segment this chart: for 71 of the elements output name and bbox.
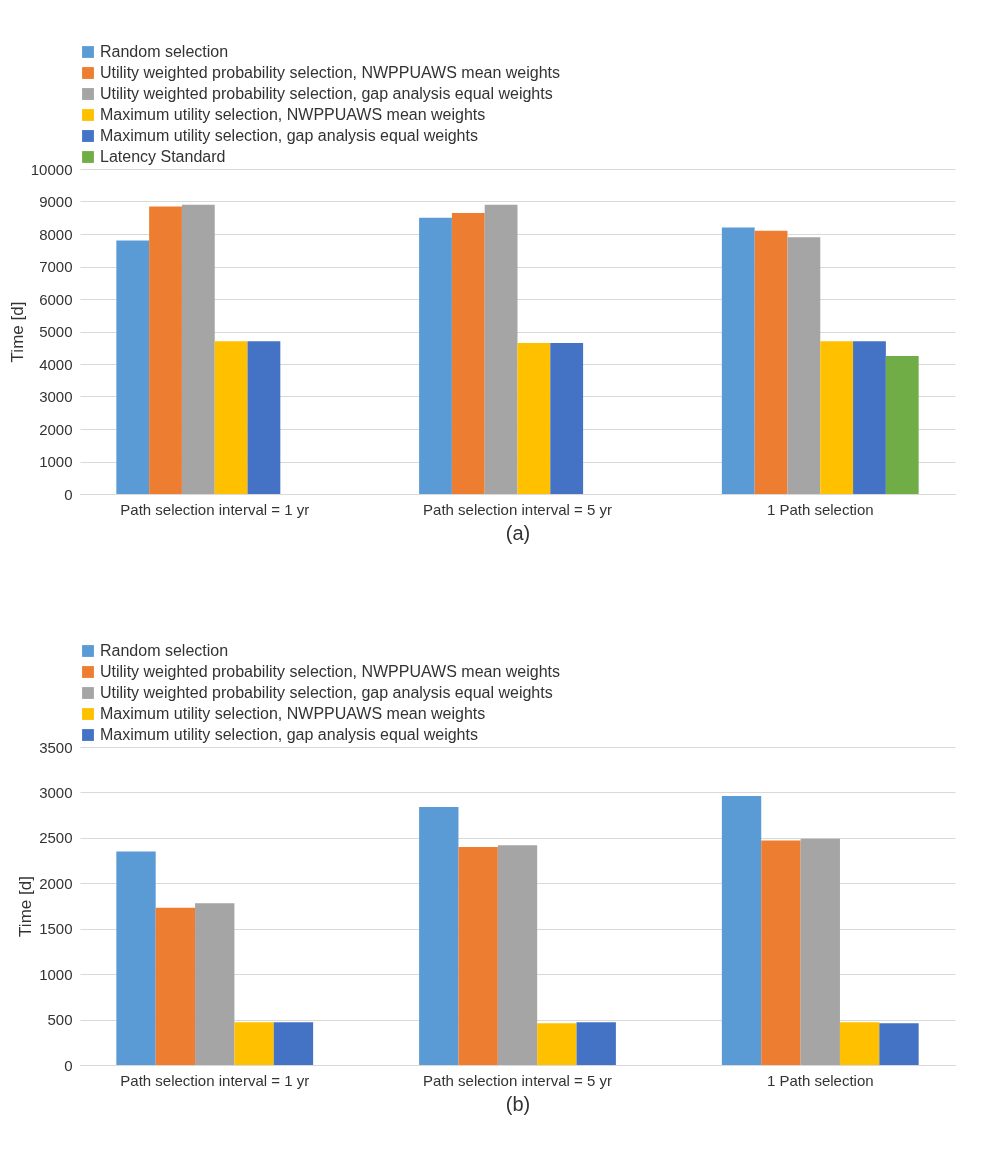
bar: [155, 907, 196, 1065]
bar: [234, 1022, 274, 1065]
y-tick-label: 3000: [39, 783, 73, 801]
bar: [787, 237, 821, 494]
y-tick-label: 1000: [39, 453, 73, 470]
bar: [853, 341, 886, 494]
bar: [754, 230, 788, 494]
bar: [451, 212, 485, 494]
bar: [800, 838, 840, 1065]
bar: [458, 846, 498, 1065]
bar: [195, 903, 235, 1065]
legend-label: Utility weighted probability selection, NWPPUAWS mean weights: [100, 663, 561, 680]
legend-label: Maximum utility selection, gap analysis equal weights: [100, 127, 478, 144]
bar: [484, 204, 518, 494]
y-tick-label: 10000: [30, 160, 73, 178]
bar: [839, 1022, 880, 1065]
bar: [497, 845, 538, 1065]
bar: [576, 1022, 616, 1065]
y-tick-label: 2500: [39, 829, 73, 847]
bar: [149, 206, 182, 494]
y-tick-label: 500: [47, 1011, 73, 1029]
legend-label: Maximum utility selection, gap analysis equal weights: [100, 726, 478, 743]
legend-label: Maximum utility selection, NWPPUAWS mean weights: [100, 106, 486, 123]
x-axis-title: (a): [505, 521, 531, 544]
bar: [181, 204, 215, 494]
x-tick-label: Path selection interval = 1 yr: [120, 500, 310, 518]
x-tick-label: Path selection interval = 1 yr: [120, 1071, 310, 1089]
bar: [419, 217, 452, 494]
y-tick-label: 2000: [39, 874, 73, 892]
x-tick-label: 1 Path selection: [766, 1071, 874, 1089]
bar: [214, 341, 248, 494]
legend-label: Utility weighted probability selection, gap analysis equal weights: [100, 85, 553, 102]
y-tick-label: 9000: [39, 193, 73, 210]
x-tick-label: Path selection interval = 5 yr: [423, 1071, 612, 1089]
legend-label: Utility weighted probability selection, NWPPUAWS mean weights: [100, 64, 561, 81]
bar: [550, 342, 584, 494]
bar: [116, 851, 156, 1065]
bar: [273, 1022, 314, 1065]
y-tick-label: 2000: [39, 420, 73, 438]
y-tick-label: 0: [64, 1056, 73, 1074]
x-tick-label: 1 Path selection: [766, 500, 874, 518]
y-tick-label: 0: [64, 485, 73, 503]
bar: [879, 1023, 919, 1065]
y-tick-label: 3000: [39, 388, 73, 405]
y-tick-label: 7000: [39, 258, 73, 275]
y-axis-title: Time [d]: [7, 301, 27, 363]
y-tick-label: 1000: [39, 965, 73, 983]
y-tick-label: 5000: [39, 323, 73, 340]
legend-label: Random selection: [100, 43, 229, 60]
y-tick-label: 1500: [39, 920, 73, 938]
bar: [419, 806, 459, 1065]
bar: [116, 240, 150, 494]
legend-label: Random selection: [100, 642, 229, 659]
x-tick-label: Path selection interval = 5 yr: [423, 500, 612, 518]
legend-label: Maximum utility selection, NWPPUAWS mean weights: [100, 705, 486, 722]
y-tick-label: 3500: [39, 738, 73, 756]
bar: [761, 840, 801, 1065]
y-axis-title: Time [d]: [16, 876, 36, 937]
bar: [537, 1023, 577, 1065]
legend-label: Utility weighted probability selection, gap analysis equal weights: [100, 684, 553, 701]
x-axis-title: (b): [505, 1092, 531, 1115]
bar: [721, 796, 762, 1065]
y-tick-label: 6000: [39, 290, 73, 308]
bar: [885, 355, 919, 494]
y-tick-label: 8000: [39, 225, 73, 243]
bar: [721, 227, 755, 494]
bar: [247, 341, 281, 494]
legend-label: Latency Standard: [100, 148, 226, 165]
y-tick-label: 4000: [39, 355, 73, 373]
bar: [820, 341, 854, 494]
bar: [517, 342, 551, 494]
